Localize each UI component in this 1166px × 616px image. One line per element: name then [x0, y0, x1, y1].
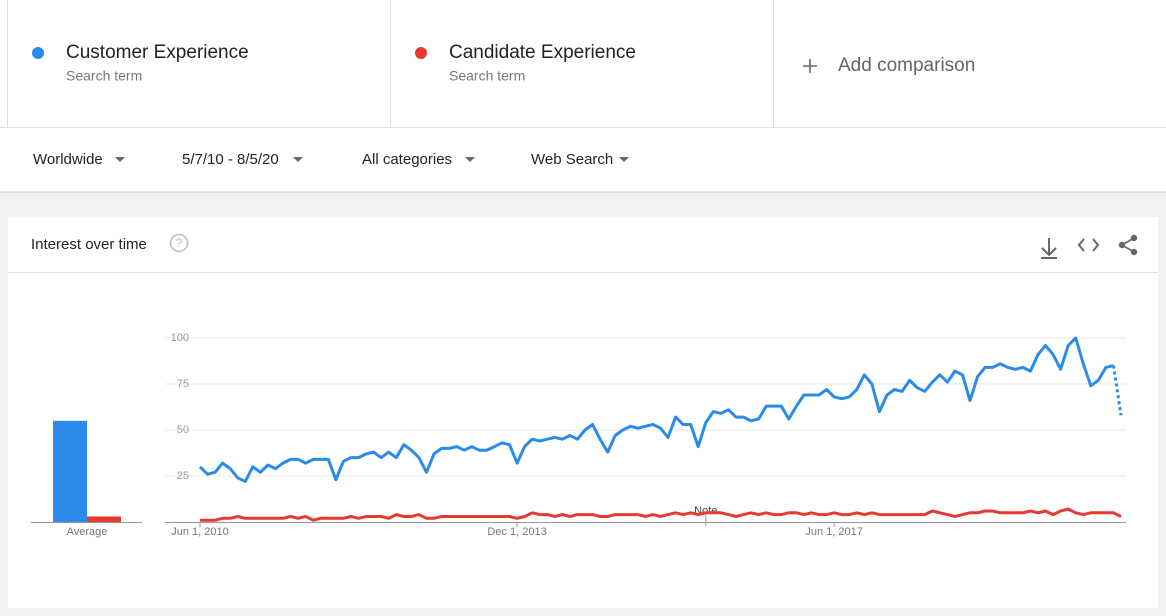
term-dot	[32, 47, 44, 59]
dropdown-arrow	[619, 157, 629, 162]
term-name: Candidate Experience	[449, 42, 636, 63]
term-name: Customer Experience	[66, 42, 249, 63]
y-tick-label: 25	[177, 470, 189, 482]
plus-icon	[803, 59, 817, 73]
share-icon[interactable]	[1118, 234, 1138, 256]
embed-icon[interactable]	[1077, 238, 1100, 252]
download-icon[interactable]	[1041, 238, 1057, 259]
y-tick-label: 75	[177, 378, 189, 390]
filter-label: Worldwide	[33, 151, 103, 168]
y-tick-label: 50	[177, 424, 189, 436]
card	[8, 217, 1158, 608]
dropdown-arrow	[465, 157, 475, 162]
term-1[interactable]: Candidate Experience Search term	[415, 42, 636, 84]
term-sub: Search term	[449, 68, 525, 84]
help-icon[interactable]: ?	[169, 233, 189, 253]
filter[interactable]: Web Search	[531, 151, 629, 168]
filter-label: 5/7/10 - 8/5/20	[182, 151, 279, 168]
x-tick-label: Jun 1, 2010	[171, 526, 229, 538]
x-tick-label: Dec 1, 2013	[487, 526, 546, 538]
average-label: Average	[67, 526, 108, 538]
filter-label: Web Search	[531, 151, 613, 168]
x-tick-label: Jun 1, 2017	[805, 526, 863, 538]
filter-label: All categories	[362, 151, 452, 168]
add-comparison[interactable]: Add comparison	[803, 55, 975, 76]
filter[interactable]: All categories	[362, 151, 475, 168]
card-title: Interest over time	[31, 236, 147, 253]
header-bg	[0, 0, 1166, 192]
dropdown-arrow	[115, 157, 125, 162]
add-label: Add comparison	[838, 55, 975, 76]
term-0[interactable]: Customer Experience Search term	[32, 42, 249, 84]
y-tick-label: 100	[171, 332, 189, 344]
filter[interactable]: 5/7/10 - 8/5/20	[182, 151, 303, 168]
average-bar	[53, 420, 87, 522]
series-line	[200, 507, 1122, 522]
svg-text:?: ?	[176, 236, 183, 250]
filter[interactable]: Worldwide	[33, 151, 125, 168]
dropdown-arrow	[293, 157, 303, 162]
average-bar	[87, 516, 121, 522]
series-line	[198, 336, 1114, 483]
term-sub: Search term	[66, 68, 142, 84]
term-dot	[415, 47, 427, 59]
series-line	[1112, 365, 1123, 416]
